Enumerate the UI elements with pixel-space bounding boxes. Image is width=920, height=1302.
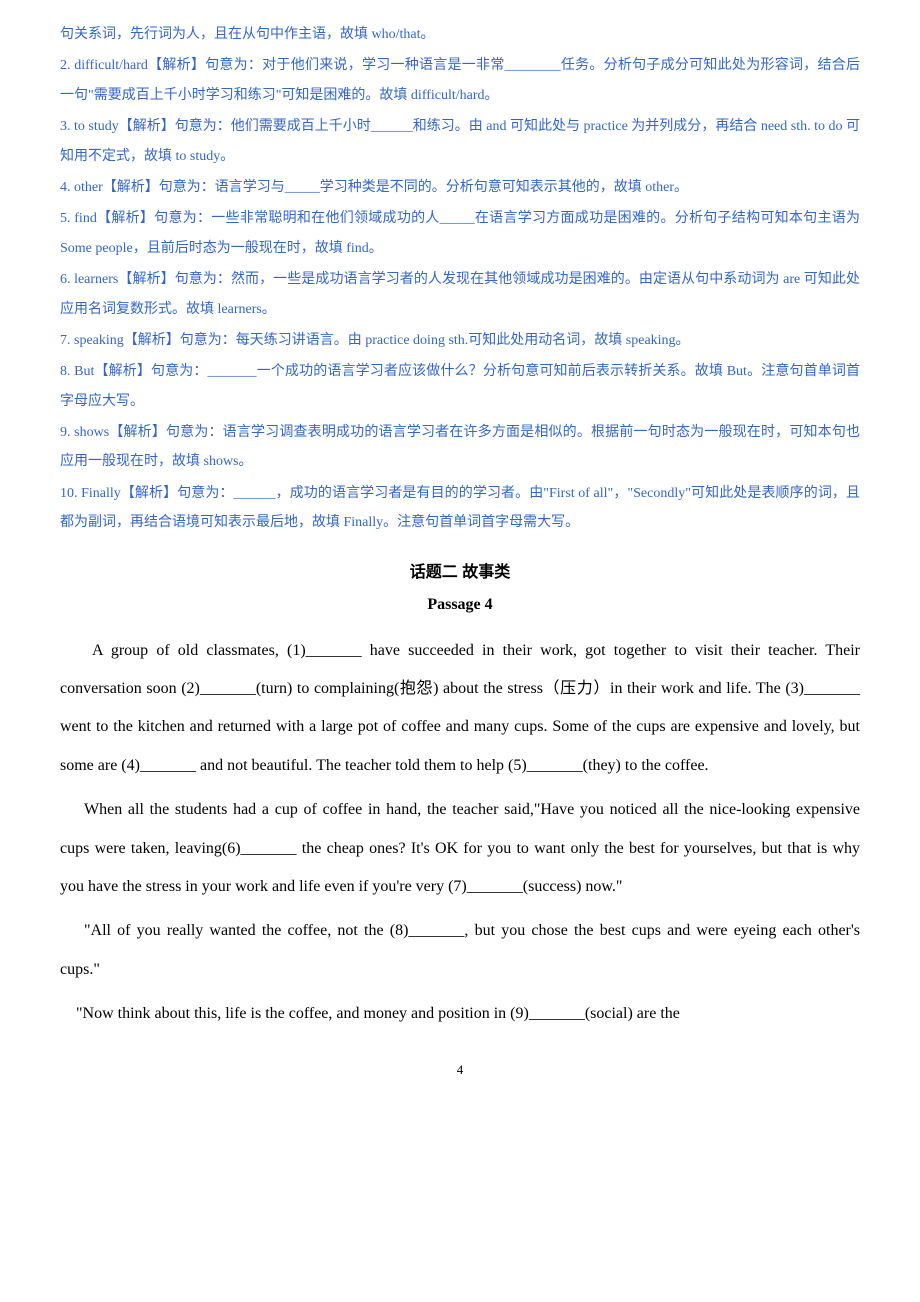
answer-item-8: 8. But【解析】句意为：_______一个成功的语言学习者应该做什么？分析句… — [60, 357, 860, 416]
answer-item-7: 7. speaking【解析】句意为：每天练习讲语言。由 practice do… — [60, 326, 860, 355]
answer-item-6: 6. learners【解析】句意为：然而，一些是成功语言学习者的人发现在其他领… — [60, 265, 860, 324]
passage-paragraph-1: A group of old classmates, (1)_______ ha… — [60, 632, 860, 786]
answer-item-9: 9. shows【解析】句意为：语言学习调查表明成功的语言学习者在许多方面是相似… — [60, 418, 860, 477]
passage-title: Passage 4 — [60, 596, 860, 614]
passage-paragraph-2: When all the students had a cup of coffe… — [60, 791, 860, 906]
section-title: 话题二 故事类 — [60, 558, 860, 582]
answer-item-1: 句关系词，先行词为人，且在从句中作主语，故填 who/that。 — [60, 20, 860, 49]
page-number: 4 — [60, 1062, 860, 1078]
passage-paragraph-3: "All of you really wanted the coffee, no… — [60, 912, 860, 989]
answer-item-3: 3. to study【解析】句意为：他们需要成百上千小时______和练习。由… — [60, 112, 860, 171]
answer-item-4: 4. other【解析】句意为：语言学习与_____学习种类是不同的。分析句意可… — [60, 173, 860, 202]
answer-item-10: 10. Finally【解析】句意为：______，成功的语言学习者是有目的的学… — [60, 479, 860, 538]
answer-item-5: 5. find【解析】句意为：一些非常聪明和在他们领域成功的人_____在语言学… — [60, 204, 860, 263]
answer-item-2: 2. difficult/hard【解析】句意为：对于他们来说，学习一种语言是一… — [60, 51, 860, 110]
passage-paragraph-4: "Now think about this, life is the coffe… — [60, 995, 860, 1033]
